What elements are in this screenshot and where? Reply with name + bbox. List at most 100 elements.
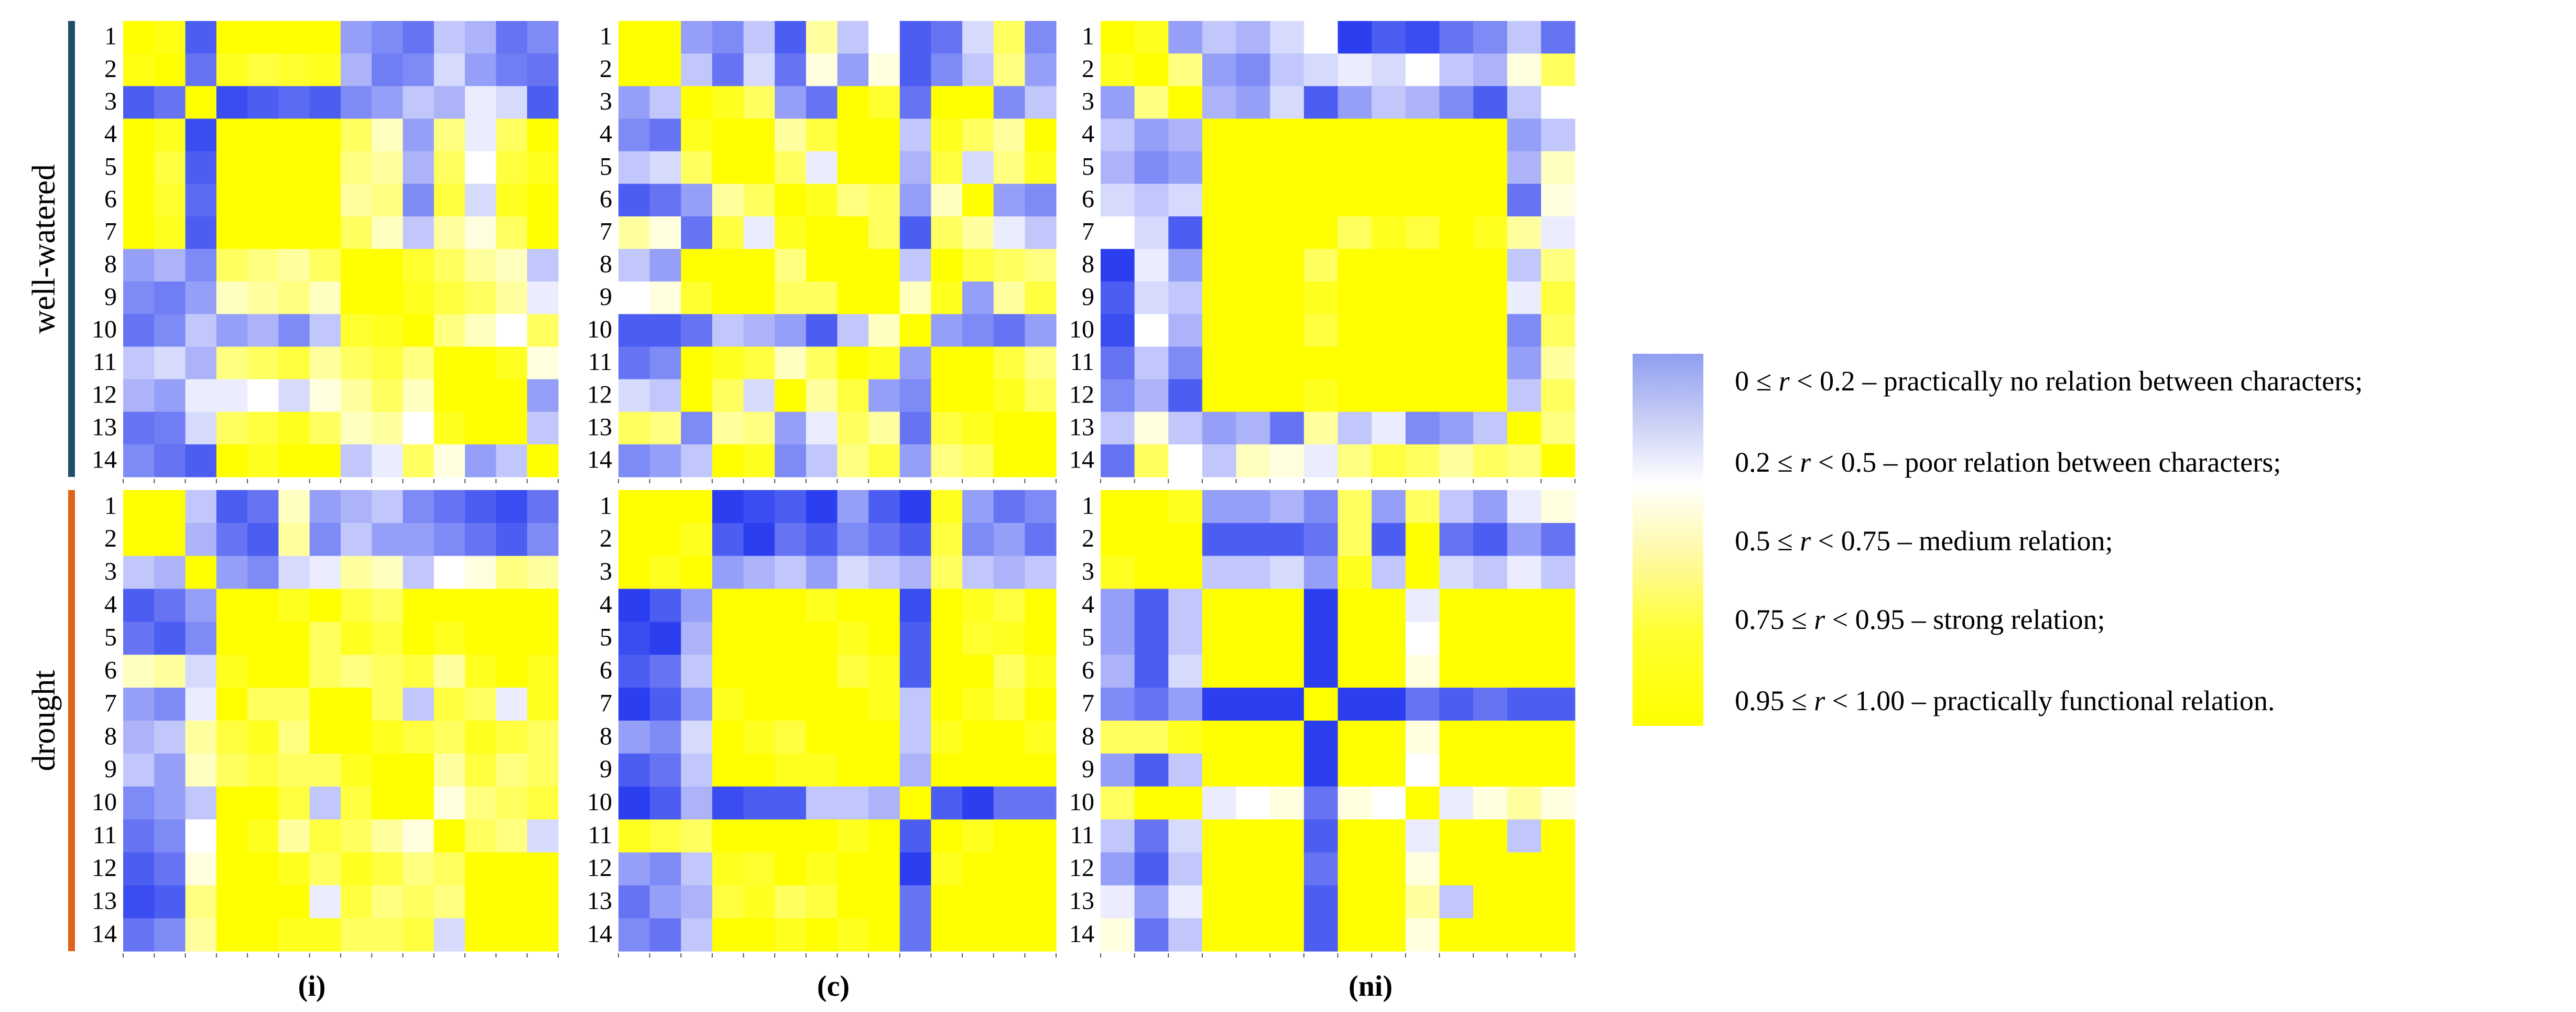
heatmap-cell (341, 379, 372, 412)
heatmap-cell (1473, 379, 1508, 412)
heatmap-cell (899, 918, 932, 952)
heatmap-cell (403, 852, 434, 886)
row-tick-label: 9 (600, 283, 612, 311)
legend-item: 0.95 ≤ r < 1.00 – practically functional… (1735, 685, 2275, 716)
legend-range-low: 0.95 ≤ (1735, 685, 1814, 716)
heatmap-cell (1338, 346, 1372, 380)
heatmap-cell (1507, 523, 1541, 557)
heatmap-cell (806, 151, 838, 184)
heatmap-cell (185, 885, 217, 919)
heatmap-cell (1439, 379, 1474, 412)
heatmap-cell (185, 753, 217, 787)
heatmap-cell (372, 918, 404, 952)
heatmap-cell (1025, 523, 1057, 557)
heatmap-cell (1372, 21, 1406, 54)
heatmap-cell (341, 490, 372, 524)
heatmap-cell (993, 556, 1025, 590)
heatmap-cell (712, 86, 744, 119)
heatmap-cell (649, 819, 681, 853)
heatmap-cell (1473, 118, 1508, 152)
heatmap-cell (993, 523, 1025, 557)
heatmap-cell (496, 918, 528, 952)
heatmap-cell (309, 721, 341, 754)
heatmap-cell (868, 786, 900, 820)
heatmap-cell (1507, 819, 1541, 853)
heatmap-cell (868, 655, 900, 688)
heatmap-cell (185, 556, 217, 590)
heatmap-cell (1270, 885, 1305, 919)
heatmap-cell (216, 753, 248, 787)
heatmap-cell (496, 852, 528, 886)
heatmap-cell (1473, 216, 1508, 249)
heatmap-cell (618, 118, 650, 152)
heatmap-cell (681, 721, 713, 754)
heatmap-cell (1270, 852, 1305, 886)
heatmap-cell (1338, 21, 1372, 54)
heatmap-cell (1541, 249, 1575, 282)
heatmap-cell (403, 86, 434, 119)
heatmap-cell (309, 444, 341, 477)
heatmap-cell (649, 216, 681, 249)
heatmap-cell (1507, 721, 1541, 754)
heatmap-cell (527, 249, 559, 282)
heatmap-cell (216, 151, 248, 184)
heatmap-cell (1405, 21, 1440, 54)
heatmap-cell (1101, 556, 1135, 590)
row-tick-label: 6 (600, 657, 612, 684)
row-tick-label: 3 (1082, 88, 1094, 115)
heatmap-cell (372, 379, 404, 412)
heatmap-cell (681, 21, 713, 54)
legend-range-high: < 1.00 – (1825, 685, 1933, 716)
heatmap-cell (1236, 216, 1270, 249)
heatmap-cell (743, 918, 775, 952)
heatmap-cell (247, 281, 279, 314)
heatmap-cell (433, 819, 465, 853)
heatmap-cell (743, 86, 775, 119)
heatmap-cell (433, 151, 465, 184)
heatmap-cell (123, 753, 155, 787)
heatmap-cell (618, 346, 650, 380)
heatmap-cell (433, 753, 465, 787)
heatmap-cell (465, 86, 497, 119)
heatmap-cell (1202, 852, 1237, 886)
heatmap-cell (931, 118, 963, 152)
heatmap-cell (185, 314, 217, 347)
heatmap-cell (123, 379, 155, 412)
heatmap-cell (712, 721, 744, 754)
heatmap-cell (403, 314, 434, 347)
heatmap-cell (1236, 786, 1270, 820)
heatmap-cell (1405, 753, 1440, 787)
heatmap-cell (1236, 411, 1270, 445)
heatmap-cell (465, 523, 497, 557)
heatmap-cell (123, 786, 155, 820)
heatmap-cell (649, 622, 681, 655)
heatmap-cell (154, 622, 186, 655)
heatmap-cell (649, 411, 681, 445)
heatmap-cell (216, 183, 248, 217)
heatmap-cell (1202, 21, 1237, 54)
heatmap-cell (837, 281, 869, 314)
heatmap-cell (372, 523, 404, 557)
heatmap-cell (1025, 411, 1057, 445)
heatmap-cell (962, 21, 994, 54)
heatmap-cell (465, 249, 497, 282)
heatmap-cell (962, 53, 994, 86)
heatmap-cell (618, 314, 650, 347)
heatmap-cell (743, 151, 775, 184)
heatmap-cell (1202, 444, 1237, 477)
heatmap-cell (1202, 118, 1237, 152)
heatmap-cell (154, 852, 186, 886)
heatmap-cell (185, 819, 217, 853)
heatmap-cell (1270, 490, 1305, 524)
heatmap-cell (1541, 819, 1575, 853)
heatmap-cell (806, 786, 838, 820)
heatmap-cell (1473, 53, 1508, 86)
heatmap-cell (931, 216, 963, 249)
heatmap-cell (1338, 379, 1372, 412)
heatmap-cell (899, 622, 932, 655)
heatmap-cell (837, 655, 869, 688)
heatmap-cell (962, 786, 994, 820)
heatmap-cell (618, 411, 650, 445)
heatmap-cell (1168, 852, 1203, 886)
